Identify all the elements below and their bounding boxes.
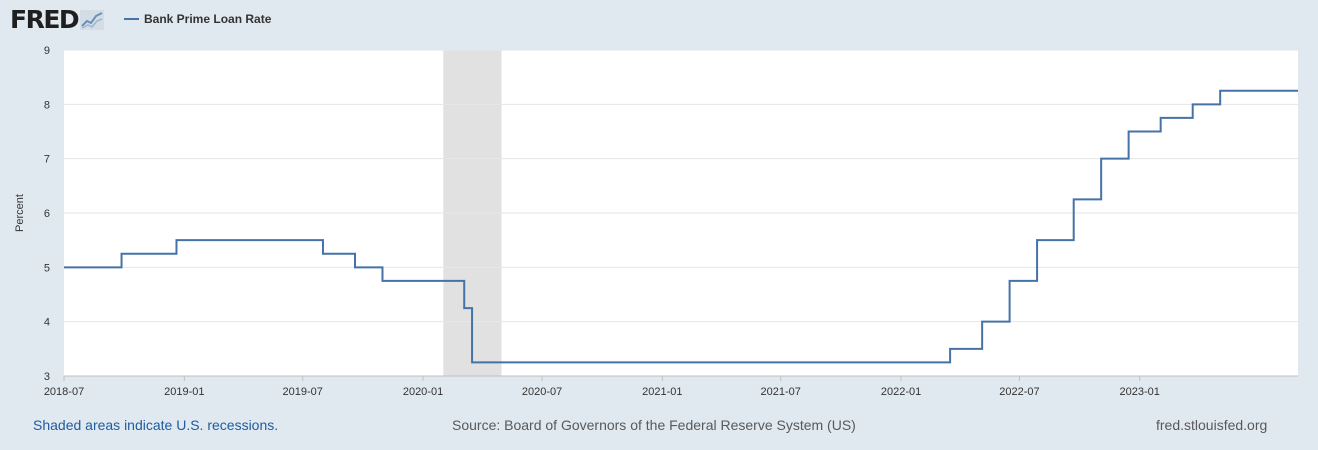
x-tick-label: 2022-07 xyxy=(999,386,1039,398)
line-chart[interactable]: 2018-07 2019-01 2019-07 2020-01 2020-07 2021-… xyxy=(0,0,1318,405)
legend-label: Bank Prime Loan Rate xyxy=(144,12,272,26)
y-tick-label: 9 xyxy=(44,45,50,57)
x-tick-label: 2020-01 xyxy=(403,386,443,398)
legend[interactable]: Bank Prime Loan Rate xyxy=(124,12,271,26)
y-tick-label: 6 xyxy=(44,208,50,220)
x-tick-label: 2021-01 xyxy=(642,386,682,398)
site-link[interactable]: fred.stlouisfed.org xyxy=(1156,417,1268,433)
y-tick-label: 8 xyxy=(44,99,50,111)
chart-logo-icon xyxy=(80,10,105,30)
y-axis-ticks: 3 4 5 6 7 8 9 xyxy=(44,45,50,383)
x-axis-ticks: 2018-07 2019-01 2019-07 2020-01 2020-07 2021-… xyxy=(44,375,1298,398)
x-tick-label: 2023-01 xyxy=(1120,386,1160,398)
recession-note-link[interactable]: Shaded areas indicate U.S. recessions. xyxy=(33,417,279,433)
y-tick-label: 4 xyxy=(44,317,50,329)
y-axis-label: Percent xyxy=(14,194,26,232)
x-tick-label: 2018-07 xyxy=(44,386,84,398)
series-path xyxy=(64,89,1298,364)
source-text: Source: Board of Governors of the Federa… xyxy=(452,417,856,433)
legend-swatch xyxy=(124,18,139,20)
fred-logo[interactable]: FRED xyxy=(10,5,105,34)
series-line xyxy=(64,89,1298,364)
x-tick-label: 2019-01 xyxy=(164,386,204,398)
y-tick-label: 7 xyxy=(44,154,50,166)
x-tick-label: 2020-07 xyxy=(522,386,562,398)
y-tick-label: 3 xyxy=(44,371,50,383)
logo-text: FRED xyxy=(10,5,80,34)
x-tick-label: 2019-07 xyxy=(283,386,323,398)
y-tick-label: 5 xyxy=(44,262,50,274)
x-tick-label: 2021-07 xyxy=(761,386,801,398)
x-tick-label: 2022-01 xyxy=(881,386,921,398)
